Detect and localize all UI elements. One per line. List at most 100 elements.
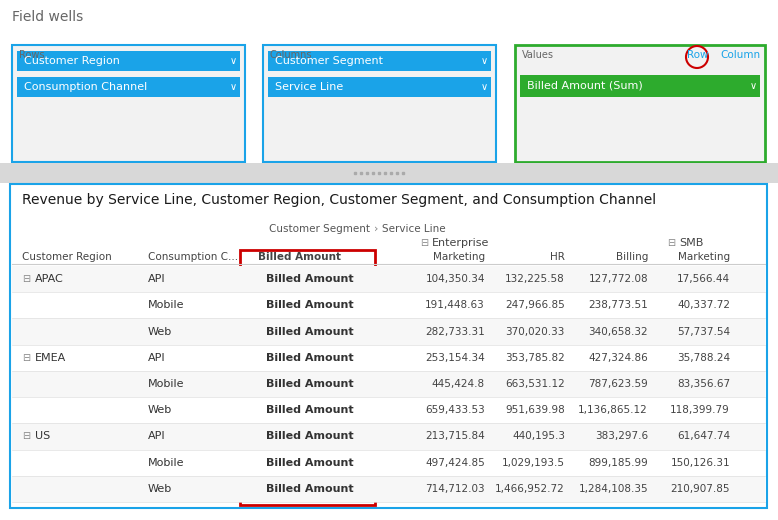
Text: Billed Amount: Billed Amount	[266, 301, 354, 310]
Text: Billed Amount: Billed Amount	[266, 484, 354, 494]
Text: APAC: APAC	[35, 274, 64, 284]
FancyBboxPatch shape	[17, 77, 240, 97]
Text: ∨: ∨	[481, 56, 488, 66]
Text: ∨: ∨	[230, 56, 237, 66]
Text: 1,136,865.12: 1,136,865.12	[578, 405, 648, 415]
FancyBboxPatch shape	[12, 476, 765, 502]
Text: 132,225.58: 132,225.58	[505, 274, 565, 284]
FancyBboxPatch shape	[12, 345, 765, 371]
Text: ⊟: ⊟	[22, 274, 30, 284]
Text: 383,297.6: 383,297.6	[595, 432, 648, 441]
Text: Customer Region: Customer Region	[22, 252, 112, 262]
Text: 440,195.3: 440,195.3	[512, 432, 565, 441]
FancyBboxPatch shape	[12, 45, 245, 162]
Text: 1,029,193.5: 1,029,193.5	[502, 458, 565, 467]
Text: 899,185.99: 899,185.99	[588, 458, 648, 467]
Text: 427,324.86: 427,324.86	[588, 353, 648, 363]
Text: 118,399.79: 118,399.79	[671, 405, 730, 415]
Text: Billed Amount: Billed Amount	[266, 353, 354, 363]
FancyBboxPatch shape	[12, 423, 765, 450]
FancyBboxPatch shape	[17, 51, 240, 71]
Text: 127,772.08: 127,772.08	[588, 274, 648, 284]
FancyBboxPatch shape	[12, 371, 765, 397]
Text: Billed Amount: Billed Amount	[266, 458, 354, 467]
Text: Rows: Rows	[19, 50, 44, 60]
Text: Revenue by Service Line, Customer Region, Customer Segment, and Consumption Chan: Revenue by Service Line, Customer Region…	[22, 193, 656, 207]
FancyBboxPatch shape	[12, 318, 765, 345]
FancyBboxPatch shape	[0, 0, 778, 185]
Text: Consumption C...: Consumption C...	[148, 252, 238, 262]
Text: Marketing: Marketing	[678, 252, 730, 262]
Text: Columns: Columns	[270, 50, 313, 60]
Text: HR: HR	[550, 252, 565, 262]
Text: 104,350.34: 104,350.34	[426, 274, 485, 284]
FancyBboxPatch shape	[515, 45, 765, 162]
FancyBboxPatch shape	[0, 163, 778, 183]
Text: 253,154.34: 253,154.34	[426, 353, 485, 363]
Text: Customer Region: Customer Region	[24, 56, 120, 66]
Text: Mobile: Mobile	[148, 301, 184, 310]
Text: 663,531.12: 663,531.12	[505, 379, 565, 389]
Text: Row: Row	[687, 50, 709, 60]
Text: ∨: ∨	[481, 82, 488, 92]
Text: ⊟: ⊟	[667, 238, 675, 248]
Text: Billed Amount: Billed Amount	[266, 327, 354, 336]
Text: Web: Web	[148, 484, 172, 494]
Text: Customer Segment: Customer Segment	[269, 224, 370, 234]
Text: SMB: SMB	[679, 238, 703, 248]
Text: 340,658.32: 340,658.32	[588, 327, 648, 336]
Text: 238,773.51: 238,773.51	[588, 301, 648, 310]
Text: Marketing: Marketing	[433, 252, 485, 262]
FancyBboxPatch shape	[12, 450, 765, 476]
Text: 57,737.54: 57,737.54	[677, 327, 730, 336]
Text: 83,356.67: 83,356.67	[677, 379, 730, 389]
Text: 247,966.85: 247,966.85	[505, 301, 565, 310]
Text: 191,448.63: 191,448.63	[426, 301, 485, 310]
Text: Service Line: Service Line	[275, 82, 343, 92]
Text: 40,337.72: 40,337.72	[677, 301, 730, 310]
Text: Billing: Billing	[615, 252, 648, 262]
Text: ⊟: ⊟	[22, 432, 30, 441]
FancyBboxPatch shape	[268, 77, 491, 97]
Text: EMEA: EMEA	[35, 353, 66, 363]
FancyBboxPatch shape	[10, 184, 767, 508]
Text: 1,466,952.72: 1,466,952.72	[496, 484, 565, 494]
Text: ⊟: ⊟	[22, 353, 30, 363]
Text: API: API	[148, 353, 166, 363]
Text: ∨: ∨	[230, 82, 237, 92]
Text: Mobile: Mobile	[148, 458, 184, 467]
Text: 787,623.59: 787,623.59	[588, 379, 648, 389]
Text: 370,020.33: 370,020.33	[506, 327, 565, 336]
Text: Billed Amount: Billed Amount	[258, 252, 341, 262]
Text: Mobile: Mobile	[148, 379, 184, 389]
Text: US: US	[35, 432, 51, 441]
Text: Field wells: Field wells	[12, 10, 83, 24]
Text: 714,712.03: 714,712.03	[426, 484, 485, 494]
Text: Billed Amount: Billed Amount	[266, 274, 354, 284]
Text: Service Line: Service Line	[382, 224, 446, 234]
Text: 497,424.85: 497,424.85	[426, 458, 485, 467]
Text: Values: Values	[522, 50, 554, 60]
Text: Web: Web	[148, 405, 172, 415]
FancyBboxPatch shape	[520, 75, 760, 97]
Text: 353,785.82: 353,785.82	[505, 353, 565, 363]
Text: 213,715.84: 213,715.84	[426, 432, 485, 441]
Text: 951,639.98: 951,639.98	[505, 405, 565, 415]
Text: Customer Segment: Customer Segment	[275, 56, 383, 66]
Text: 150,126.31: 150,126.31	[671, 458, 730, 467]
Text: 61,647.74: 61,647.74	[677, 432, 730, 441]
Text: ›: ›	[374, 224, 378, 234]
FancyBboxPatch shape	[12, 292, 765, 318]
Text: API: API	[148, 274, 166, 284]
Text: 1,284,108.35: 1,284,108.35	[578, 484, 648, 494]
FancyBboxPatch shape	[268, 51, 491, 71]
Text: 659,433.53: 659,433.53	[426, 405, 485, 415]
Text: Billed Amount: Billed Amount	[266, 379, 354, 389]
Text: Enterprise: Enterprise	[432, 238, 489, 248]
Text: Column: Column	[720, 50, 760, 60]
Text: 210,907.85: 210,907.85	[671, 484, 730, 494]
Text: ⊟: ⊟	[420, 238, 428, 248]
Text: Consumption Channel: Consumption Channel	[24, 82, 147, 92]
Text: API: API	[148, 432, 166, 441]
FancyBboxPatch shape	[263, 45, 496, 162]
